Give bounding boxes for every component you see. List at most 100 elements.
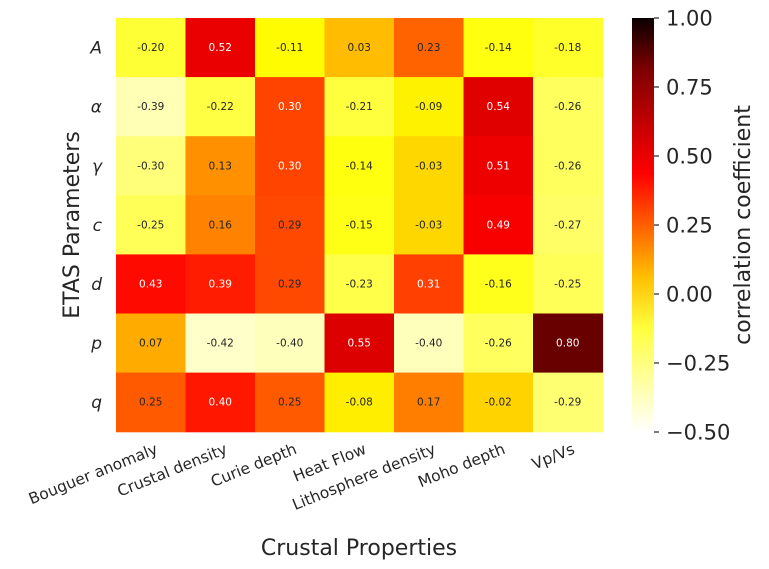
heatmap-cell (394, 77, 465, 137)
heatmap-cell (533, 195, 604, 255)
heatmap-cell (463, 372, 534, 433)
cell-value-label: -0.26 (554, 101, 581, 113)
heatmap-cell (324, 313, 395, 374)
colorbar-tick-label: 1.00 (666, 7, 713, 31)
heatmap-cell (324, 136, 395, 196)
y-tick-label: γ (92, 157, 103, 177)
heatmap-cell (324, 254, 395, 315)
x-axis-label: Crustal Properties (261, 536, 457, 561)
y-tick-label: q (91, 393, 102, 413)
heatmap-cell (463, 254, 534, 315)
cell-value-label: -0.14 (346, 160, 373, 172)
heatmap-cell (116, 77, 187, 137)
cell-value-label: 0.40 (209, 397, 232, 409)
heatmap-cell (533, 77, 604, 137)
x-tick-label: Vp/Vs (529, 440, 577, 473)
cell-value-label: -0.27 (554, 219, 581, 231)
heatmap-cell (394, 18, 465, 78)
heatmap-cell (463, 195, 534, 255)
cell-value-label: -0.20 (137, 42, 164, 54)
heatmap-cell (255, 195, 326, 255)
cell-value-label: 0.30 (278, 160, 301, 172)
cell-value-label: 0.55 (348, 338, 371, 350)
heatmap-cell (185, 136, 256, 196)
y-tick-label: α (91, 98, 102, 118)
heatmap-cell (255, 18, 326, 78)
heatmap-cell (533, 313, 604, 374)
cell-value-label: -0.26 (485, 338, 512, 350)
heatmap-cell (116, 18, 187, 78)
cell-value-label: -0.23 (346, 278, 373, 290)
cell-value-label: 0.29 (278, 219, 301, 231)
heatmap-cell (185, 18, 256, 78)
colorbar-ticks: 1.00 0.75 0.50 0.25 0.00 −0.25 −0.50 (654, 7, 730, 445)
colorbar-tick-label: 0.75 (666, 76, 713, 100)
cell-value-label: 0.25 (278, 397, 301, 409)
cell-value-label: 0.17 (417, 397, 440, 409)
cell-value-label: -0.26 (554, 160, 581, 172)
cell-value-label: 0.23 (417, 42, 440, 54)
heatmap-cell (533, 372, 604, 433)
heatmap-cell (533, 136, 604, 196)
cell-value-label: 0.31 (417, 278, 440, 290)
heatmap-cell (185, 77, 256, 137)
cell-value-label: 0.39 (209, 278, 232, 290)
heatmap-cell (394, 136, 465, 196)
cell-value-label: -0.03 (415, 160, 442, 172)
cell-value-label: -0.08 (346, 397, 373, 409)
y-axis-label: ETAS Parameters (60, 131, 85, 319)
cell-value-label: -0.22 (207, 101, 234, 113)
cell-value-label: -0.40 (276, 338, 303, 350)
heatmap-cell (185, 195, 256, 255)
heatmap-cell (394, 195, 465, 255)
cell-value-label: 0.29 (278, 278, 301, 290)
cell-value-label: -0.02 (485, 397, 512, 409)
cell-value-label: -0.42 (207, 338, 234, 350)
heatmap-cell (255, 372, 326, 433)
cell-value-label: 0.49 (487, 219, 510, 231)
cell-value-label: 0.43 (139, 278, 162, 290)
y-tick-label: c (93, 216, 103, 236)
heatmap-cell (255, 254, 326, 315)
heatmap-cell (255, 313, 326, 374)
cell-value-label: 0.03 (348, 42, 371, 54)
colorbar-tick-label: −0.25 (666, 352, 730, 376)
heatmap-cell (463, 136, 534, 196)
heatmap-cell (463, 313, 534, 374)
heatmap-cell (533, 18, 604, 78)
cell-value-label: 0.52 (209, 42, 232, 54)
cell-value-label: -0.30 (137, 160, 164, 172)
cell-value-label: -0.25 (554, 278, 581, 290)
heatmap-cell (116, 372, 187, 433)
cell-value-label: 0.80 (556, 338, 579, 350)
cell-value-label: 0.30 (278, 101, 301, 113)
heatmap-cell (463, 77, 534, 137)
heatmap-cell (533, 254, 604, 315)
colorbar-tick-label: 0.00 (666, 283, 713, 307)
cell-value-label: -0.29 (554, 397, 581, 409)
cell-value-label: 0.51 (487, 160, 510, 172)
cell-value-label: -0.25 (137, 219, 164, 231)
colorbar-label: correlation coefficient (731, 105, 756, 345)
cell-value-label: -0.40 (415, 338, 442, 350)
cell-value-label: -0.11 (276, 42, 303, 54)
heatmap-cell (116, 195, 187, 255)
cell-value-label: 0.54 (487, 101, 511, 113)
heatmap-cell (394, 313, 465, 374)
cell-value-label: -0.14 (485, 42, 512, 54)
cell-value-label: -0.39 (137, 101, 164, 113)
cell-value-label: 0.13 (209, 160, 232, 172)
heatmap-cell (324, 195, 395, 255)
heatmap-cell (116, 254, 187, 315)
y-tick-label: d (91, 275, 102, 295)
cell-value-label: -0.16 (485, 278, 512, 290)
y-tick-label: p (90, 334, 102, 354)
colorbar (632, 18, 654, 432)
heatmap-cell (394, 372, 465, 433)
heatmap-cell (116, 136, 187, 196)
cell-value-label: -0.09 (415, 101, 442, 113)
cell-value-label: -0.21 (346, 101, 373, 113)
heatmap-cell (324, 77, 395, 137)
